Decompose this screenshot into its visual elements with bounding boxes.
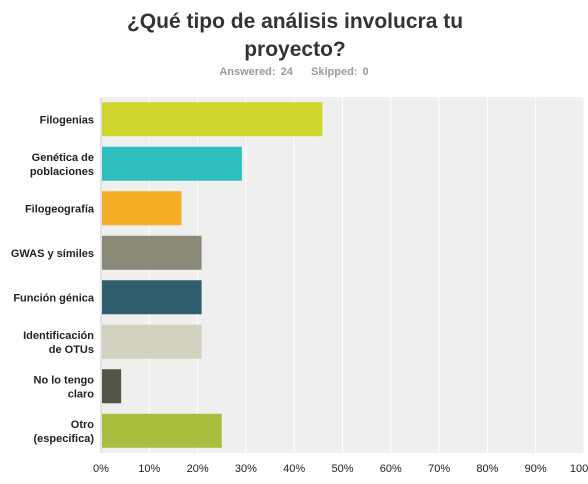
chart-title: ¿Qué tipo de análisis involucra tu proye… [126,10,464,61]
category-label-line: Otro [71,419,95,431]
category-label: GWAS y símiles [11,248,94,260]
category-label-line: No lo tengo [34,374,95,386]
bar [102,280,202,315]
x-tick-label: 10% [138,463,160,475]
x-tick-label: 20% [187,463,209,475]
x-tick-label: 30% [235,463,257,475]
category-label: No lo tengo claro [34,374,95,400]
category-label-line: Genética de [32,152,94,164]
bar [102,102,323,137]
bar [102,146,242,181]
x-tick-label: 90% [525,463,547,475]
bar [102,413,222,448]
category-label: Función génica [13,292,95,304]
bar [102,324,202,359]
skipped-label: Skipped: [311,66,358,78]
x-tick-label: 100% [570,463,588,475]
x-tick-label: 80% [476,463,498,475]
category-label-line: Identificación [23,330,94,342]
category-label: Genética de poblaciones [30,152,94,178]
category-label-line: de OTUs [49,344,94,356]
category-label-line: Filogenias [40,114,94,126]
x-tick-label: 70% [428,463,450,475]
category-label-line: Filogeografía [25,203,95,215]
answered-label: Answered: [219,66,276,78]
category-label: Identificación de OTUs [23,330,94,356]
skipped-count: 0 [362,66,369,78]
category-label-line: Función génica [13,292,95,304]
x-tick-label: 0% [93,463,109,475]
bar [102,235,202,270]
bar [102,191,182,226]
response-stats: Answered: 24 Skipped: 0 [0,66,588,78]
bar [102,369,122,404]
x-tick-label: 60% [380,463,402,475]
answered-count: 24 [280,66,293,78]
x-tick-label: 40% [283,463,305,475]
category-label-line: poblaciones [30,166,94,178]
category-label-line: GWAS y símiles [11,248,94,260]
category-label-line: claro [68,388,95,400]
category-label: Filogenias [40,114,94,126]
category-label-line: (especifica) [33,433,94,445]
x-tick-label: 50% [331,463,353,475]
category-label: Otro (especifica) [33,419,94,445]
category-label: Filogeografía [25,203,95,215]
